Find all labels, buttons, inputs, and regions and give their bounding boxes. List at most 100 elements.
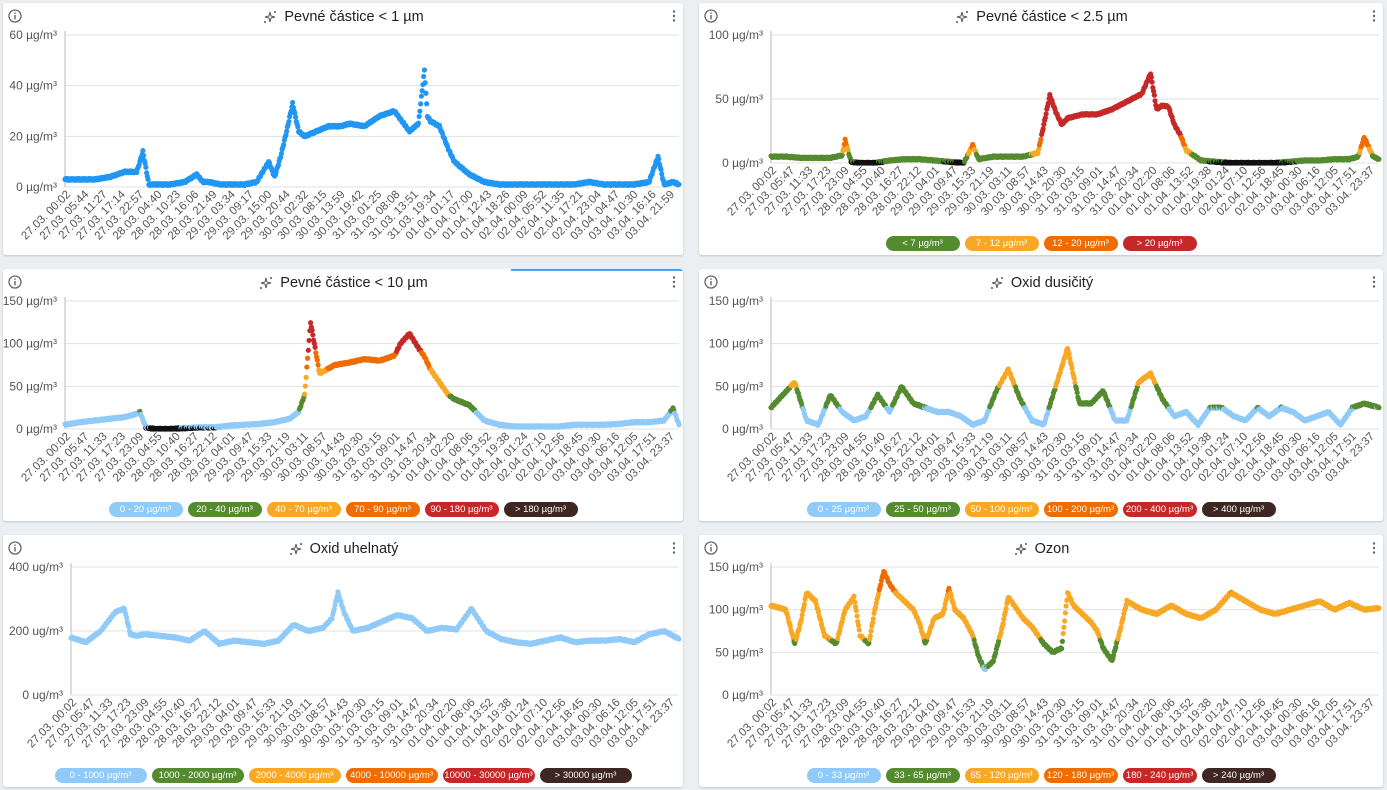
y-tick-label: 50 µg/m³	[715, 645, 763, 659]
legend-chip[interactable]: 0 - 1000 µg/m³	[54, 768, 147, 783]
info-icon[interactable]	[704, 275, 718, 289]
chart-title-text: Pevné částice < 2.5 µm	[976, 9, 1128, 25]
data-point	[310, 332, 316, 338]
chart-title: Pevné částice < 1 µm	[3, 9, 683, 25]
data-point	[990, 658, 997, 664]
data-point	[676, 422, 682, 428]
data-point	[304, 364, 310, 370]
data-point	[1113, 644, 1119, 650]
info-icon[interactable]	[704, 9, 718, 23]
card-no2: Oxid dusičitý 0 µg/m³ 50 µg/m³ 100 µg/m³ 15…	[699, 269, 1383, 521]
data-point	[284, 128, 290, 135]
data-point	[286, 118, 292, 125]
data-point	[278, 151, 284, 157]
data-point	[142, 160, 148, 167]
data-point	[134, 169, 140, 176]
data-point	[787, 623, 793, 629]
more-vert-icon[interactable]	[1371, 275, 1377, 289]
data-point	[1120, 615, 1126, 621]
info-icon[interactable]	[8, 9, 22, 23]
legend-chip[interactable]: > 180 µg/m³	[503, 502, 578, 517]
data-point	[1066, 351, 1072, 357]
legend-chip[interactable]: > 20 µg/m³	[1122, 236, 1197, 251]
data-point	[920, 632, 926, 638]
data-point	[1035, 150, 1041, 157]
card-co: Oxid uhelnatý 0 ug/m³ 200 ug/m³ 400 ug/m³ 2…	[3, 535, 683, 787]
data-point	[878, 582, 884, 588]
data-point	[1038, 136, 1044, 142]
legend-chip[interactable]: 90 - 180 µg/m³	[424, 502, 499, 517]
data-point	[835, 635, 841, 642]
legend-chip[interactable]: 50 - 100 µg/m³	[964, 502, 1039, 517]
legend-chip[interactable]: 0 - 20 µg/m³	[108, 502, 183, 517]
info-icon[interactable]	[8, 541, 22, 555]
info-icon[interactable]	[704, 541, 718, 555]
data-point	[1376, 405, 1382, 411]
y-tick-label: 50 µg/m³	[715, 92, 763, 106]
data-point	[815, 609, 822, 615]
data-point	[126, 624, 132, 630]
data-point	[1074, 390, 1080, 396]
legend-chip[interactable]: 0 - 25 µg/m³	[806, 502, 881, 517]
data-point	[1062, 610, 1068, 616]
legend: 0 - 1000 µg/m³ 1000 - 2000 µg/m³ 2000 - 40…	[3, 768, 683, 783]
chart-title: Pevné částice < 10 µm	[3, 275, 683, 291]
data-point	[421, 73, 427, 80]
data-point	[308, 320, 314, 326]
data-point	[1151, 92, 1157, 98]
legend-chip[interactable]: > 30000 µg/m³	[539, 768, 632, 783]
data-point	[1069, 365, 1075, 371]
info-icon[interactable]	[8, 275, 22, 289]
legend-chip[interactable]: 10000 - 30000 µg/m³	[442, 768, 535, 783]
data-point	[852, 599, 858, 605]
legend-chip[interactable]: 100 - 200 µg/m³	[1043, 502, 1118, 517]
legend-chip[interactable]: 2000 - 4000 µg/m³	[248, 768, 341, 783]
data-point	[1071, 375, 1077, 381]
data-point	[419, 88, 425, 94]
y-tick-label: 150 µg/m³	[709, 294, 763, 308]
data-point	[1040, 126, 1046, 132]
data-point	[1003, 606, 1009, 612]
data-point	[143, 164, 149, 170]
more-vert-icon[interactable]	[671, 9, 677, 23]
more-vert-icon[interactable]	[1371, 541, 1377, 555]
data-point	[1063, 603, 1069, 609]
legend-chip[interactable]: 200 - 400 µg/m³	[1122, 502, 1197, 517]
data-point	[801, 601, 807, 607]
data-point	[1043, 111, 1049, 117]
legend-chip[interactable]: 70 - 90 µg/m³	[345, 502, 420, 517]
more-vert-icon[interactable]	[1371, 9, 1377, 23]
data-point	[283, 132, 289, 138]
data-point	[421, 67, 428, 73]
data-point	[417, 108, 423, 114]
legend-chip[interactable]: 12 - 20 µg/m³	[1043, 236, 1118, 251]
sparkle-icon	[956, 11, 969, 23]
sparkle-icon	[260, 277, 273, 289]
data-point	[845, 147, 851, 153]
legend-chip[interactable]: 7 - 12 µg/m³	[964, 236, 1039, 251]
legend-chip[interactable]: 20 - 40 µg/m³	[187, 502, 262, 517]
legend-chip[interactable]: < 7 µg/m³	[885, 236, 960, 251]
data-point	[423, 90, 429, 96]
data-point	[659, 171, 665, 177]
chart-title-text: Pevné částice < 10 µm	[280, 275, 428, 291]
legend-chip[interactable]: 1000 - 2000 µg/m³	[151, 768, 244, 783]
card-pm10: Pevné částice < 10 µm 0 µg/m³ 50 µg/m³ 100…	[3, 269, 683, 521]
sparkle-icon	[1014, 543, 1027, 555]
data-point	[303, 374, 309, 380]
legend-chip[interactable]: 25 - 50 µg/m³	[885, 502, 960, 517]
more-vert-icon[interactable]	[671, 275, 677, 289]
data-point	[295, 124, 301, 130]
card-pm25: Pevné částice < 2.5 µm 0 µg/m³ 50 µg/m³ 10…	[699, 3, 1383, 255]
data-point	[312, 344, 318, 350]
y-tick-label: 150 µg/m³	[709, 560, 763, 574]
legend-chip[interactable]: > 400 µg/m³	[1201, 502, 1276, 517]
legend-chip[interactable]: 40 - 70 µg/m³	[266, 502, 341, 517]
data-point	[273, 169, 279, 175]
more-vert-icon[interactable]	[671, 541, 677, 555]
y-tick-label: 100 µg/m³	[709, 337, 763, 351]
legend-chip[interactable]: 4000 - 10000 µg/m³	[345, 768, 438, 783]
